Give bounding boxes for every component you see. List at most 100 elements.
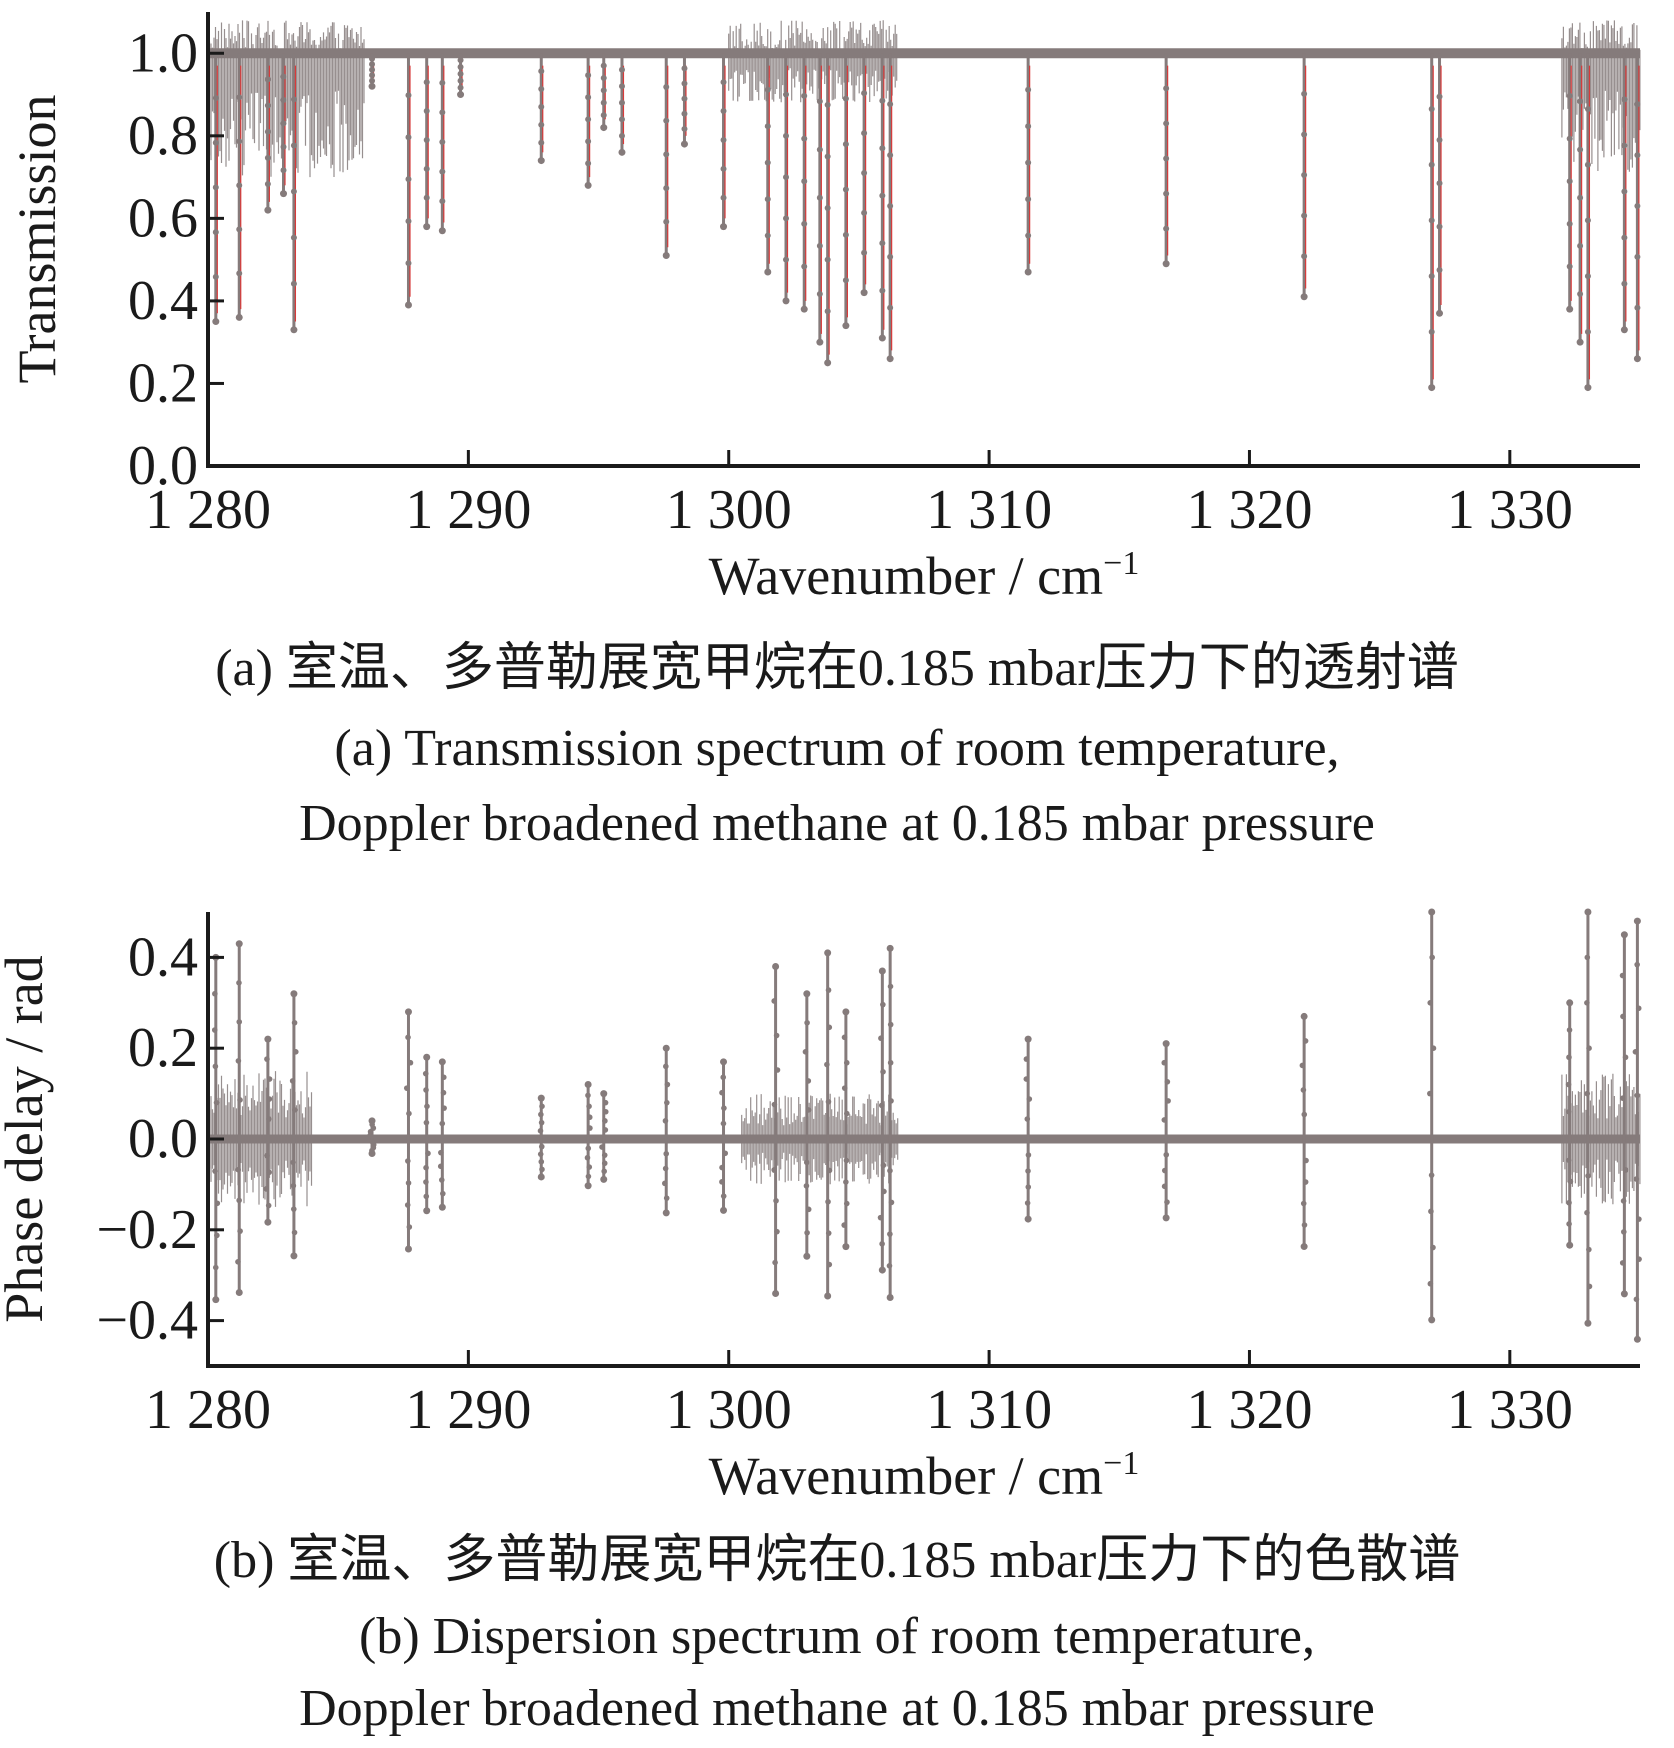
data-point: [1577, 98, 1584, 105]
data-point: [1565, 1081, 1572, 1088]
data-point: [280, 73, 287, 80]
dispersion-line-peak: [842, 1008, 850, 1016]
data-point: [538, 139, 545, 146]
data-point: [266, 1116, 272, 1122]
absorption-line-tip: [662, 252, 670, 260]
dispersion-line-trough: [404, 1245, 412, 1253]
data-point: [1634, 202, 1641, 209]
absorption-line-tip: [782, 297, 790, 305]
data-point: [236, 980, 242, 986]
data-point: [887, 152, 894, 159]
data-point: [720, 136, 727, 143]
data-point: [405, 218, 412, 225]
data-point: [1634, 253, 1641, 260]
data-point: [887, 1021, 894, 1028]
data-point: [1024, 1116, 1031, 1122]
data-point: [601, 1160, 608, 1167]
data-point: [600, 62, 607, 69]
data-point: [212, 1168, 218, 1174]
dispersion-line-peak: [537, 1094, 545, 1102]
absorption-line-tip: [1436, 309, 1444, 317]
dispersion-line-peak: [1024, 1035, 1032, 1043]
data-point: [292, 1049, 299, 1055]
data-point: [681, 125, 688, 132]
data-point: [1567, 1178, 1574, 1185]
data-point: [1634, 961, 1640, 968]
absorption-line-tip: [800, 305, 808, 313]
data-point: [289, 1078, 296, 1084]
data-point: [1428, 161, 1435, 168]
data-point: [1428, 273, 1435, 280]
x-tick-label: 1 330: [1447, 479, 1573, 541]
data-point: [236, 138, 243, 145]
dispersion-line-trough: [1620, 1290, 1628, 1298]
data-point: [1165, 1098, 1171, 1104]
data-point: [843, 1157, 850, 1164]
x-axis-label: Wavenumber / cm−1: [709, 545, 1140, 606]
absorption-line-tip: [212, 318, 220, 326]
data-point: [824, 256, 831, 263]
data-point: [1622, 1167, 1629, 1173]
data-point: [771, 1101, 778, 1108]
data-point: [441, 1105, 447, 1111]
data-point: [1566, 178, 1573, 185]
data-point: [1619, 1260, 1626, 1266]
data-point: [663, 1195, 670, 1201]
data-point: [1163, 85, 1170, 92]
data-point: [438, 1149, 444, 1156]
x-axis-label: Wavenumber / cm−1: [709, 1445, 1140, 1506]
data-point: [212, 184, 219, 191]
dispersion-line-peak: [1620, 931, 1628, 939]
data-point: [880, 1162, 887, 1169]
data-point: [600, 99, 607, 106]
data-point: [681, 65, 688, 72]
data-point: [842, 95, 849, 102]
dispersion-line-peak: [235, 940, 243, 948]
data-point: [681, 80, 688, 87]
absorption-line-tip: [1300, 293, 1308, 301]
data-point: [236, 1019, 243, 1025]
data-point: [1634, 1092, 1641, 1099]
dispersion-line-trough: [1584, 1319, 1592, 1327]
absorption-line-tip: [618, 148, 626, 156]
data-point: [816, 194, 823, 201]
data-point: [803, 1183, 810, 1189]
data-point: [1302, 1179, 1309, 1185]
absorption-line-tip: [264, 206, 272, 214]
data-point: [290, 188, 297, 195]
data-point: [1428, 105, 1435, 112]
data-point: [879, 240, 886, 247]
data-point: [861, 209, 868, 216]
dispersion-line-peak: [824, 949, 832, 957]
dispersion-line-trough: [824, 1292, 832, 1300]
dispersion-line-trough: [264, 1218, 272, 1226]
data-point: [1163, 120, 1170, 127]
absorption-line-tip: [816, 338, 824, 346]
data-point: [264, 1152, 270, 1159]
data-point: [664, 1099, 670, 1106]
dispersion-line-trough: [772, 1289, 780, 1297]
data-point: [801, 178, 808, 185]
data-point: [290, 234, 297, 241]
data-point: [1566, 1199, 1572, 1206]
data-point: [774, 1228, 780, 1235]
y-tick-label: 0.2: [128, 1017, 198, 1079]
x-tick-label: 1 310: [926, 479, 1052, 541]
dispersion-line-trough: [1162, 1214, 1170, 1222]
data-point: [538, 68, 545, 75]
data-point: [618, 83, 625, 90]
caption-a-english-line2: Doppler broadened methane at 0.185 mbar …: [299, 795, 1375, 852]
data-point: [825, 1230, 832, 1236]
dispersion-line-peak: [886, 944, 894, 952]
data-point: [1427, 1280, 1434, 1287]
absorption-line-tip: [1576, 338, 1584, 346]
data-point: [887, 304, 894, 311]
data-point: [878, 1035, 884, 1042]
data-point: [212, 1264, 219, 1271]
data-point: [879, 1241, 885, 1247]
data-point: [439, 109, 446, 116]
dispersion-lines: [211, 908, 1642, 1343]
dispersion-line-peak: [803, 990, 811, 998]
data-point: [618, 99, 625, 106]
data-point: [887, 1167, 893, 1174]
